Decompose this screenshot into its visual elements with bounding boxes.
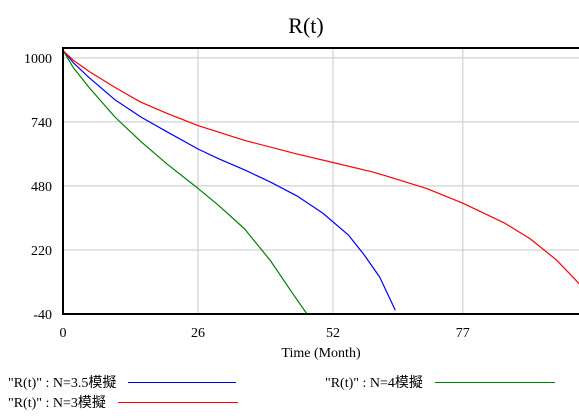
legend-item: "R(t)" : N=3.5模擬 (8, 374, 237, 391)
legend-item: "R(t)" : N=4模擬 (325, 374, 555, 391)
legend-swatch (128, 381, 237, 383)
legend-item: "R(t)" : N=3模擬 (8, 394, 238, 411)
x-tick-label: 77 (456, 326, 470, 341)
series-line-0 (62, 50, 396, 311)
y-tick-label: 740 (31, 116, 52, 131)
y-axis-ticks: 1000 740 480 220 -40 (24, 52, 52, 323)
legend-label: "R(t)" : N=4模擬 (325, 376, 423, 391)
plot-frame (62, 47, 579, 315)
x-axis-ticks: 026527710 (60, 326, 470, 341)
grid (63, 48, 579, 315)
series-line-2 (62, 50, 579, 285)
x-tick-label: 0 (60, 326, 67, 341)
x-tick-label: 52 (326, 326, 340, 341)
legend-label: "R(t)" : N=3.5模擬 (8, 376, 117, 391)
y-tick-label: 1000 (24, 52, 52, 67)
legend-swatch (117, 401, 238, 403)
legend-label: "R(t)" : N=3模擬 (8, 396, 106, 411)
series-line-1 (62, 50, 318, 315)
x-axis-label: Time (Month) (281, 346, 361, 361)
y-tick-label: -40 (33, 308, 52, 323)
y-tick-label: 220 (31, 244, 52, 259)
legend-swatch (434, 381, 555, 383)
x-tick-label: 26 (191, 326, 205, 341)
chart-title: R(t) (288, 13, 323, 38)
series-lines (62, 50, 579, 315)
y-tick-label: 480 (31, 180, 52, 195)
